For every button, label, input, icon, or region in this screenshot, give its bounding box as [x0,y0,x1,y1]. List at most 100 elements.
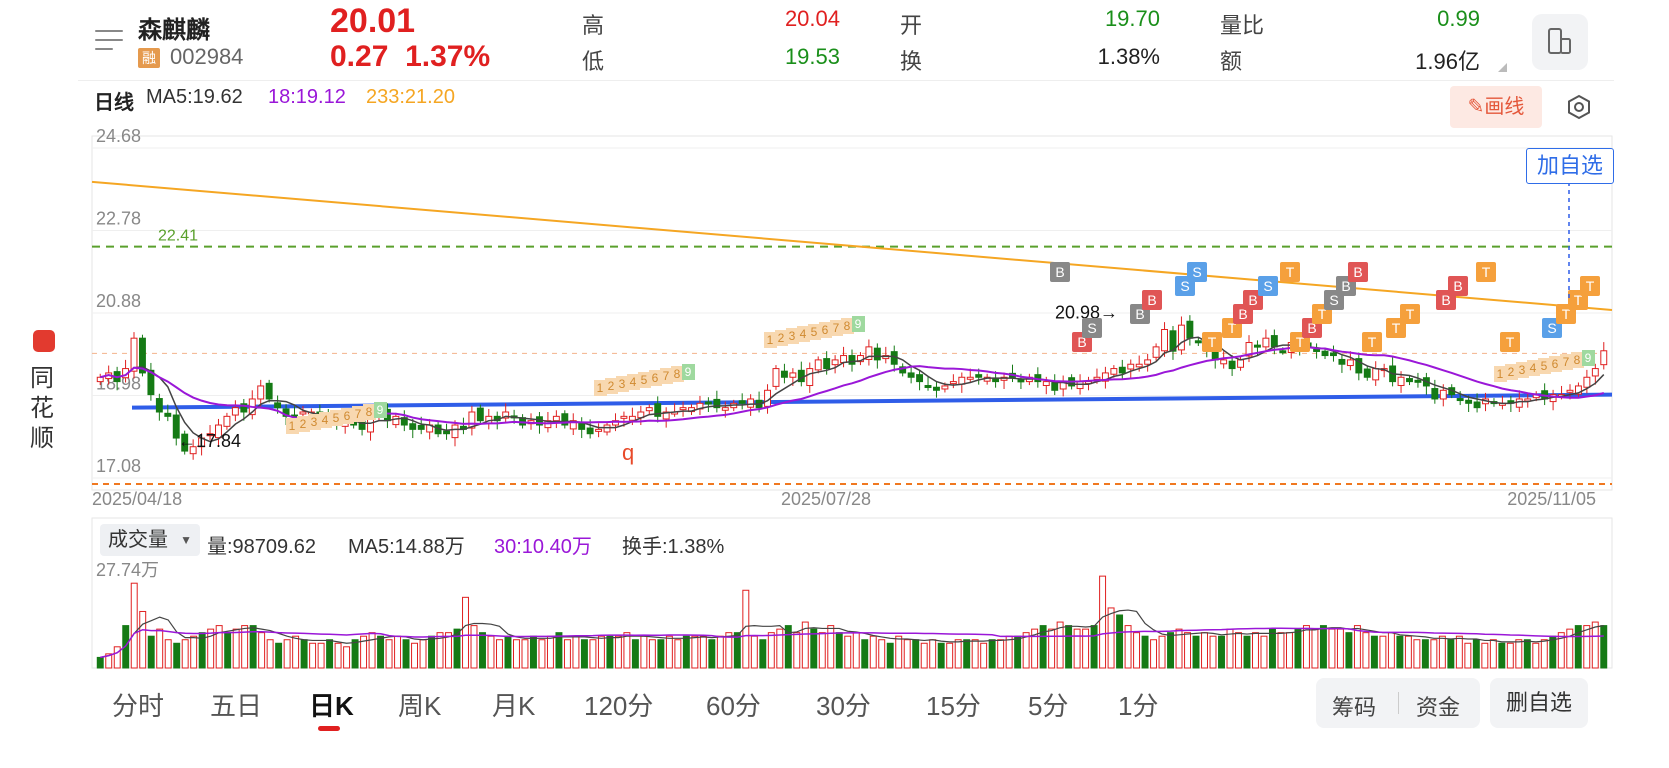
candle-body [502,411,510,419]
candle-body [1583,376,1591,388]
volume-bar [818,632,826,669]
tab-120min[interactable]: 120分 [584,691,654,721]
candle-body [96,376,104,383]
tab-weekly-k[interactable]: 周K [398,691,442,721]
volume-bar [708,639,716,669]
tab-60min[interactable]: 60分 [706,691,761,721]
candle-body [417,424,425,430]
candle-body [645,407,653,412]
volume-bar [1591,621,1599,669]
candle-body [865,346,873,360]
signal-marker-label: B [1055,264,1064,280]
count-marker-box [638,372,651,388]
menu-icon[interactable] [95,28,125,54]
count-marker-box [374,402,387,418]
candle-body [620,415,628,419]
ma5-indicator: MA5:19.62 [146,86,243,108]
candle-body [1186,320,1194,339]
tab-five-day[interactable]: 五日 [210,691,263,721]
tab-30min[interactable]: 30分 [816,691,871,721]
draw-line-button[interactable]: ✎画线 [1450,86,1542,128]
candle-body [206,433,214,437]
volume-bar [971,639,979,669]
volume-bar [283,639,291,669]
signal-marker-box [1258,276,1278,296]
signal-marker-label: B [1077,334,1086,350]
volume-bar [1532,642,1540,669]
phone-rotate-icon [1548,28,1571,54]
tab-15min[interactable]: 15分 [926,691,981,721]
fund-button[interactable]: 资金 [1416,695,1461,720]
volume-bar [1506,642,1514,669]
volume-indicator-select[interactable]: 成交量 ▼ [100,524,200,556]
delete-watchlist-button[interactable]: 删自选 [1490,678,1588,728]
candle-body [916,374,924,383]
candle-body [1363,368,1371,378]
y-tick-label: 17.08 [96,456,141,476]
volume-bar [733,632,741,669]
signal-marker-label: T [1482,264,1491,280]
volume-bar [1583,625,1591,669]
volume-bar [1158,635,1166,669]
candle-body [1465,399,1473,404]
volume-bar [164,639,172,669]
candle-body [806,368,814,387]
candle-body [704,401,712,405]
tab-5min[interactable]: 5分 [1028,691,1069,721]
volume-bar [937,642,945,669]
expand-triangle-icon[interactable] [1498,63,1507,72]
volume-bar [1184,632,1192,669]
volume-bar [351,639,359,669]
volume-bar [411,642,419,669]
tab-intraday[interactable]: 分时 [112,691,165,721]
candle-body [603,424,611,433]
tab-1min[interactable]: 1分 [1118,691,1159,721]
volume-bar [402,639,410,669]
candle-body [1253,344,1261,348]
candle-body [899,366,907,374]
signal-marker-box [1142,290,1162,310]
count-marker-box [363,404,376,420]
add-watchlist-tag[interactable]: 加自选 [1526,148,1614,184]
signal-marker-label: S [1263,278,1272,294]
tab-monthly-k[interactable]: 月K [492,691,536,721]
volume-bar [903,639,911,669]
tab-daily-k[interactable]: 日K [309,691,354,721]
current-price: 20.01 [330,2,416,40]
volume-bar [1379,635,1387,669]
signal-marker-box [1348,262,1368,282]
count-marker-box [616,376,629,392]
candle-body [299,411,307,415]
count-marker-label: 3 [1519,363,1526,377]
signal-marker-label: B [1135,306,1144,322]
candle-body [907,372,915,378]
volume-bar [1056,621,1064,669]
volume-bar [546,635,554,669]
volume-bar [1345,632,1353,669]
signal-marker-label: T [1562,306,1571,322]
count-marker-label: 6 [1552,357,1559,371]
volume-bar [96,656,104,669]
volume-bar [1557,632,1565,669]
candle-body [1473,401,1481,409]
candle-body [823,358,831,370]
landscape-toggle-button[interactable] [1532,14,1588,70]
volume-bar [368,632,376,669]
count-marker-label: 7 [1563,355,1570,369]
count-marker-box [1527,360,1540,376]
candle-body [780,370,788,378]
candle-body [1169,330,1177,352]
volume-bar [1472,639,1480,669]
chip-button[interactable]: 筹码 [1332,695,1377,720]
count-marker-box [319,412,332,428]
signal-marker-box [1243,290,1263,310]
volume-bar [1430,639,1438,669]
volume-bar [1404,635,1412,669]
volume-bar [1515,639,1523,669]
candle-body [181,433,189,452]
volume-bar [334,642,342,669]
signal-marker-box [1500,332,1520,352]
settings-hexagon-icon[interactable] [1566,94,1592,120]
volume-bar [920,642,928,669]
